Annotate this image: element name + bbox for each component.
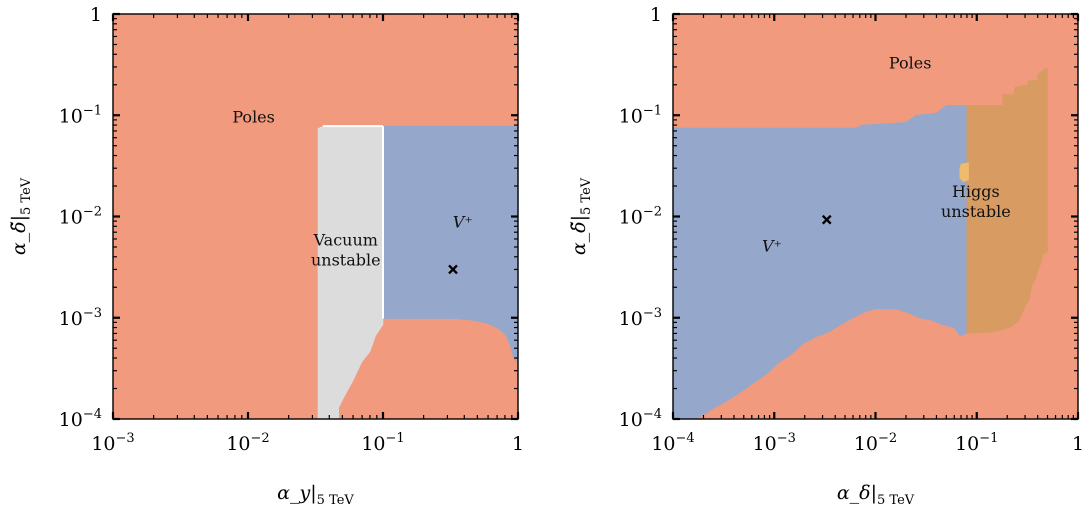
region-vplus xyxy=(672,105,968,420)
benchmark-marker xyxy=(821,214,832,225)
ticks xyxy=(111,12,520,421)
y-tick-label: 10−3 xyxy=(619,306,662,330)
benchmark-marker xyxy=(448,264,458,275)
y-axis-title: α_δ̃|5 TeV xyxy=(8,177,34,255)
region-higgs xyxy=(966,68,1048,334)
y-tick-label: 10−1 xyxy=(59,103,102,127)
region-label: Higgs unstable xyxy=(941,182,1011,221)
x-tick-label: 1 xyxy=(512,433,524,455)
y-tick-label: 1 xyxy=(90,4,102,26)
panel-2: 10−4 10−3 10−2 10−1 1 10−4 10−3 10−2 10−1 1 α_δ|5 … xyxy=(568,4,1084,508)
y-tick-label: 10−2 xyxy=(59,205,102,229)
region-label: V⁺ xyxy=(453,212,473,231)
y-tick-label: 10−1 xyxy=(619,103,662,127)
y-tick-label: 10−3 xyxy=(59,306,102,330)
x-tick-label: 1 xyxy=(1072,433,1084,455)
x-tick-label: 10−3 xyxy=(753,431,796,455)
x-axis-title: α_y|5 TeV xyxy=(277,482,354,508)
region-label: Poles xyxy=(232,107,275,126)
x-tick-label: 10−4 xyxy=(651,431,694,455)
x-tick-label: 10−2 xyxy=(854,431,897,455)
x-tick-label: 10−3 xyxy=(91,431,134,455)
y-tick-label: 10−4 xyxy=(59,407,102,431)
region-label: Vacuum unstable xyxy=(311,230,381,269)
x-tick-label: 10−1 xyxy=(955,431,998,455)
panel-1: 10−3 10−2 10−1 110−410−310−210−11α_y|5 TeVα… xyxy=(8,4,524,508)
x-tick-label: 10−2 xyxy=(226,431,269,455)
region-label: V⁺ xyxy=(762,237,782,256)
region-higgs-spot xyxy=(959,162,969,183)
y-axis-title: α_δ̃|5 TeV xyxy=(568,177,594,255)
region-vacuum xyxy=(317,125,384,420)
y-tick-label: 10−2 xyxy=(619,205,662,229)
x-axis-title: α_δ|5 TeV xyxy=(837,482,915,508)
y-tick-label: 10−4 xyxy=(619,407,662,431)
ticks xyxy=(671,12,1080,421)
region-label: Poles xyxy=(889,53,932,72)
y-tick-label: 1 xyxy=(650,4,662,26)
x-tick-label: 10−1 xyxy=(361,431,404,455)
